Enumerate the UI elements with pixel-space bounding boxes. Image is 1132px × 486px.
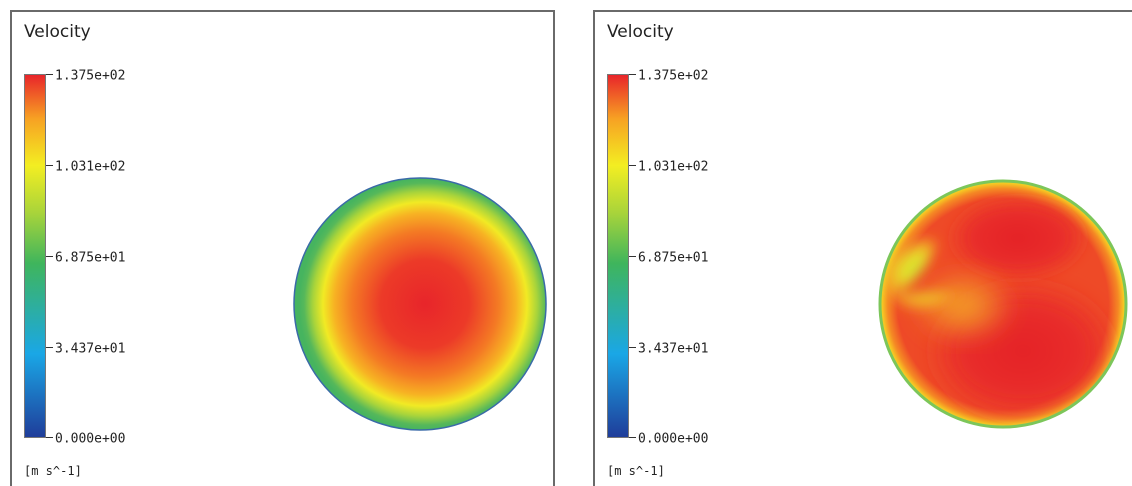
panel-title: Velocity — [24, 22, 91, 42]
legend-unit: [m s^-1] — [607, 464, 665, 478]
legend-tick — [629, 256, 636, 257]
velocity-panel-right: Velocity 1.375e+02 1.031e+02 6.875e+01 3… — [593, 10, 1132, 486]
wall-boundary — [878, 179, 1128, 429]
velocity-contour-skewed — [878, 179, 1128, 429]
legend-label: 1.031e+02 — [55, 159, 126, 175]
legend-tick — [629, 165, 636, 166]
legend-label: 3.437e+01 — [638, 341, 709, 357]
legend-label-min: 0.000e+00 — [638, 431, 709, 447]
legend-label-max: 1.375e+02 — [55, 68, 126, 84]
legend-label: 1.031e+02 — [638, 159, 709, 175]
legend-tick — [629, 347, 636, 348]
legend-label-max: 1.375e+02 — [638, 68, 709, 84]
pipe-cross-section — [293, 177, 547, 431]
legend-label-min: 0.000e+00 — [55, 431, 126, 447]
color-legend-bar — [607, 74, 629, 438]
velocity-contour-uniform — [293, 177, 547, 431]
legend-tick — [46, 256, 53, 257]
legend-label: 6.875e+01 — [55, 250, 126, 266]
legend-tick — [629, 74, 636, 75]
legend-tick — [46, 165, 53, 166]
legend-tick — [46, 74, 53, 75]
legend-label: 6.875e+01 — [638, 250, 709, 266]
low-velocity-region — [879, 235, 965, 314]
color-legend-bar — [24, 74, 46, 438]
legend-label: 3.437e+01 — [55, 341, 126, 357]
legend-tick — [46, 347, 53, 348]
panel-title: Velocity — [607, 22, 674, 42]
legend-unit: [m s^-1] — [24, 464, 82, 478]
legend-tick — [629, 437, 636, 438]
velocity-panel-left: Velocity 1.375e+02 1.031e+02 6.875e+01 3… — [10, 10, 555, 486]
legend-tick — [46, 437, 53, 438]
